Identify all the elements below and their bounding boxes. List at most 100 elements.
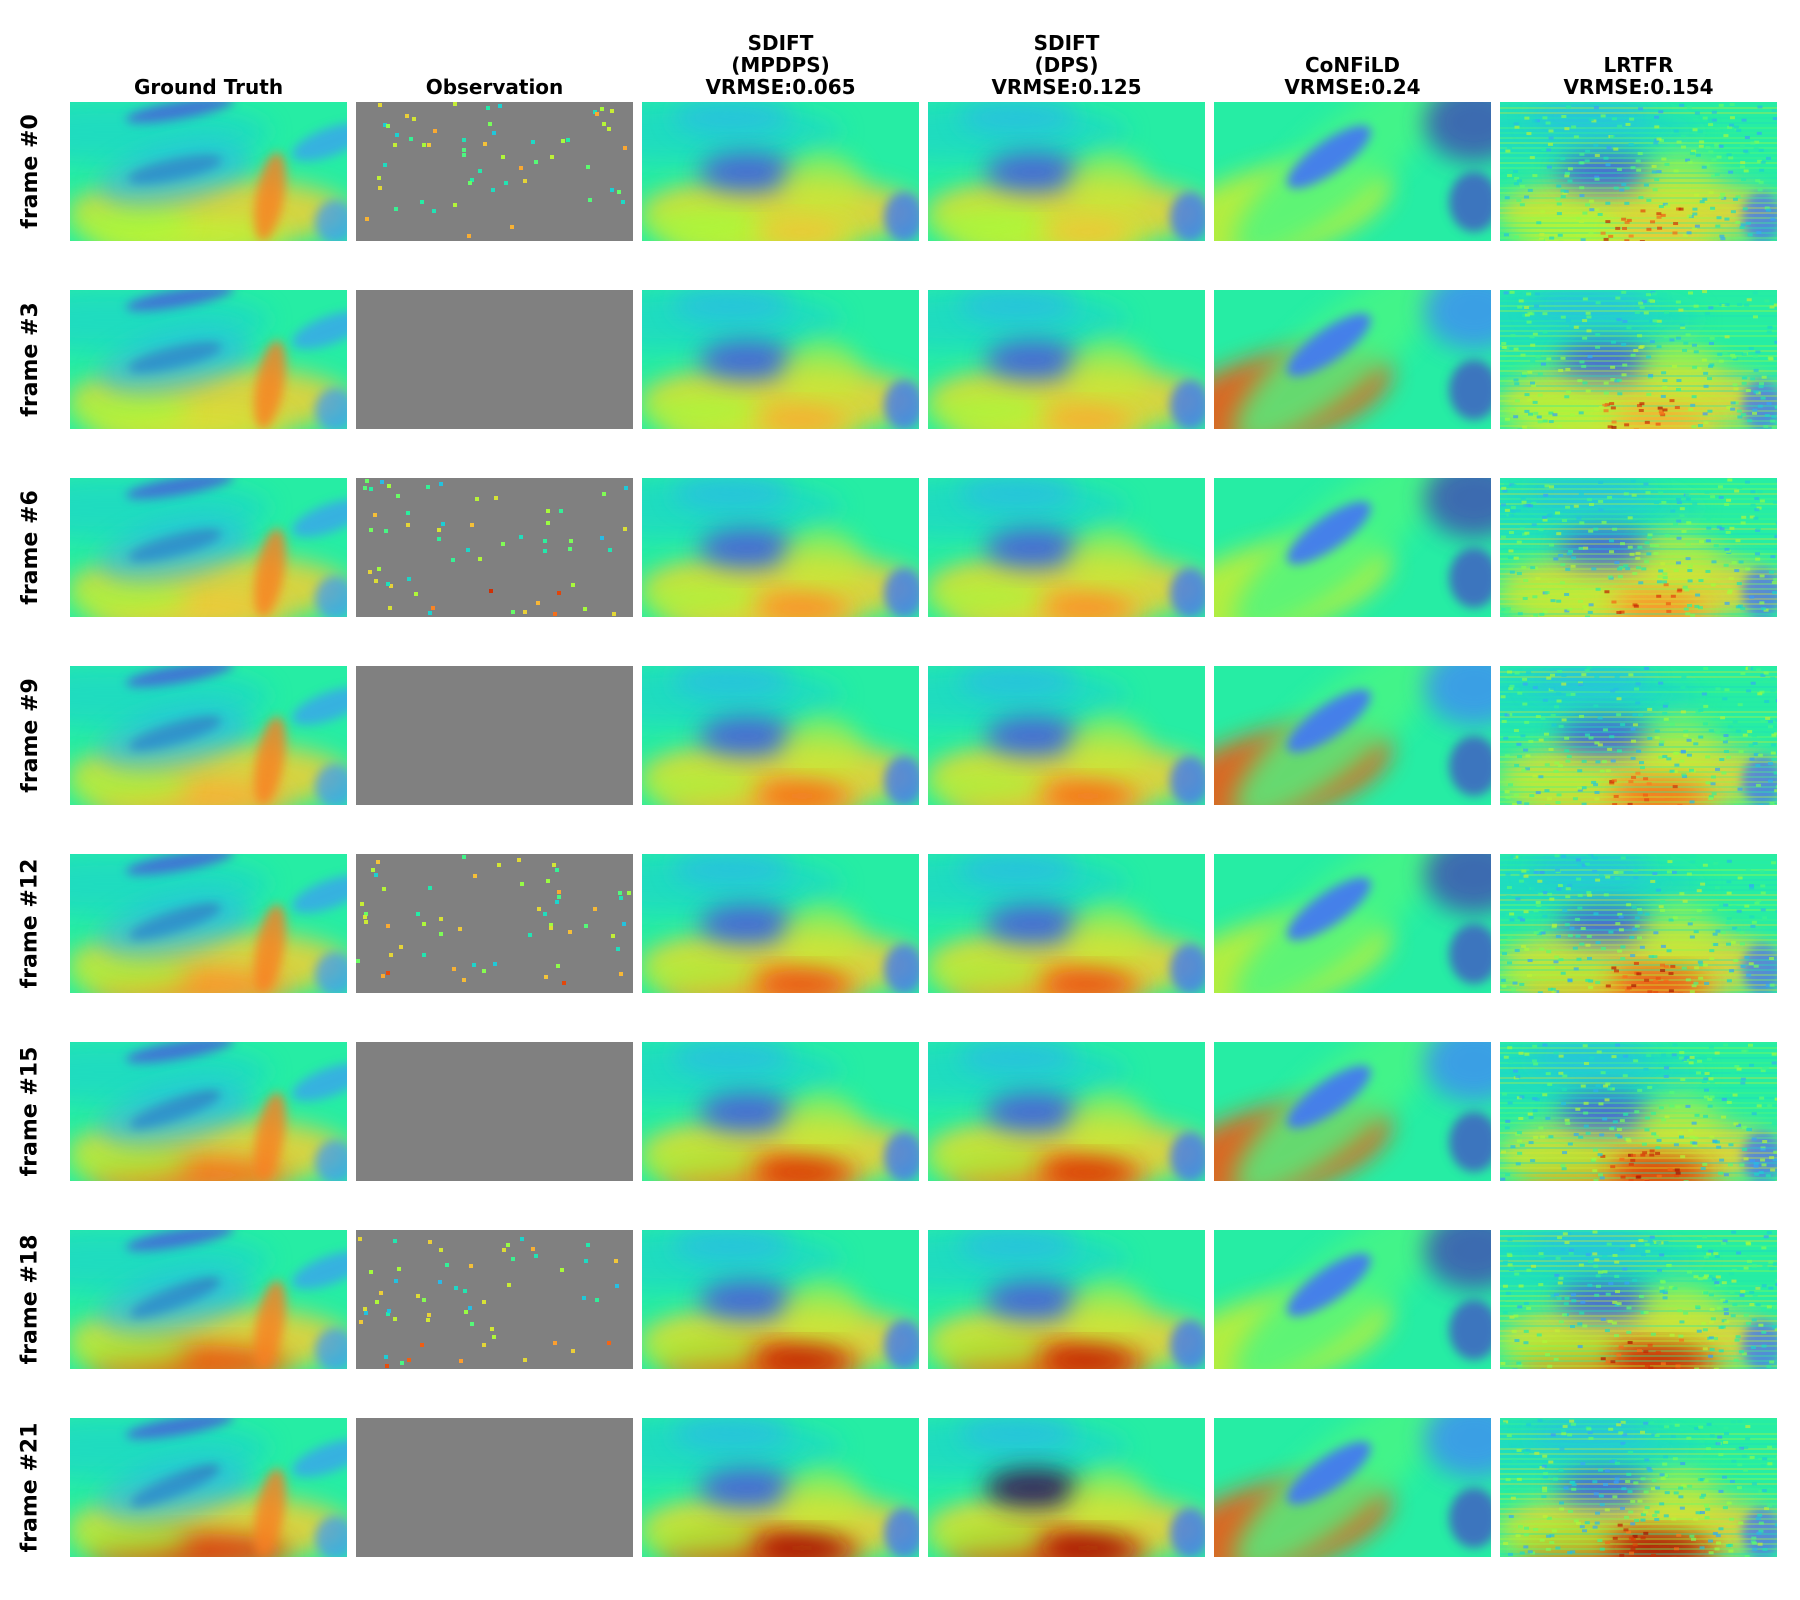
noise-streak (1500, 1538, 1777, 1540)
noise-pixel (1686, 105, 1692, 109)
noise-pixel (1726, 1100, 1732, 1104)
noise-pixel (1600, 231, 1606, 235)
field-region (1449, 1488, 1491, 1548)
noise-streak (1500, 513, 1777, 515)
field-region (782, 1280, 862, 1350)
noise-pixel (1619, 188, 1625, 192)
noise-streak (1500, 320, 1777, 322)
noise-pixel (1506, 895, 1512, 899)
noise-pixel (1723, 1173, 1729, 1177)
noise-pixel (1521, 565, 1527, 569)
noise-pixel (1515, 509, 1521, 513)
noise-pixel (1698, 579, 1704, 583)
noise-pixel (1680, 326, 1686, 330)
observed-pixel (486, 106, 490, 110)
noise-pixel (1644, 541, 1650, 545)
noise-pixel (1616, 611, 1622, 615)
observed-pixel (428, 886, 432, 890)
noise-pixel (1504, 790, 1510, 794)
noise-pixel (1755, 1286, 1761, 1290)
noise-pixel (1500, 913, 1506, 917)
noise-pixel (1543, 493, 1549, 497)
noise-pixel (1748, 346, 1754, 350)
noise-pixel (1614, 561, 1620, 565)
noise-pixel (1757, 1513, 1763, 1517)
noise-pixel (1524, 1451, 1530, 1455)
field-region (1742, 1132, 1777, 1181)
noise-pixel (1504, 417, 1510, 421)
noise-pixel (1680, 145, 1686, 149)
observed-pixel (369, 528, 373, 532)
field-region (254, 904, 286, 993)
noise-pixel (1613, 687, 1619, 691)
noise-pixel (1722, 697, 1728, 701)
field-region (315, 1328, 347, 1369)
noise-pixel (1649, 544, 1655, 548)
noise-pixel (1586, 934, 1592, 938)
noise-pixel (1592, 1480, 1598, 1484)
noise-pixel (1512, 1368, 1518, 1369)
noise-pixel (1731, 560, 1737, 564)
noise-pixel (1593, 1492, 1599, 1496)
noise-pixel (1646, 198, 1652, 202)
noise-pixel (1578, 1135, 1584, 1139)
noise-pixel (1616, 168, 1622, 172)
noise-pixel (1722, 351, 1728, 355)
noise-pixel (1528, 1141, 1534, 1145)
noise-pixel (1568, 1248, 1574, 1252)
noise-pixel (1533, 909, 1539, 913)
noise-pixel (1513, 347, 1519, 351)
noise-pixel (1541, 1464, 1547, 1468)
noise-pixel (1676, 519, 1682, 523)
noise-pixel (1744, 955, 1750, 959)
noise-pixel (1718, 1349, 1724, 1353)
panel-ground_truth-frame-18 (70, 1230, 347, 1369)
noise-pixel (1686, 231, 1692, 235)
noise-pixel (1640, 209, 1646, 213)
observed-pixel (466, 548, 470, 552)
noise-pixel (1516, 1361, 1522, 1365)
noise-pixel (1719, 527, 1725, 531)
noise-pixel (1666, 609, 1672, 613)
vortex-filament (125, 854, 235, 876)
vortex-core (699, 528, 795, 568)
noise-pixel (1602, 1117, 1608, 1121)
noise-streak (1500, 1543, 1777, 1545)
noise-streak (1500, 1167, 1777, 1169)
noise-streak (1500, 207, 1777, 209)
noise-pixel (1726, 406, 1732, 410)
noise-pixel (1718, 1489, 1724, 1493)
noise-pixel (1558, 368, 1564, 372)
noise-pixel (1604, 1328, 1610, 1332)
noise-pixel (1758, 385, 1764, 389)
noise-pixel (1755, 527, 1761, 531)
noise-pixel (1643, 311, 1649, 315)
panel-sdift_dps-frame-6 (928, 478, 1205, 617)
field-region (70, 578, 190, 617)
noise-streak (1500, 879, 1777, 881)
noise-pixel (1625, 1137, 1631, 1141)
noise-pixel (1691, 149, 1697, 153)
noise-pixel (1542, 1475, 1548, 1479)
field-region (928, 202, 1048, 241)
noise-pixel (1532, 174, 1538, 178)
observed-pixel (369, 487, 373, 491)
observed-pixel (374, 579, 378, 583)
noise-pixel (1535, 355, 1541, 359)
noise-pixel (1575, 858, 1581, 862)
noise-pixel (1697, 1059, 1703, 1063)
noise-pixel (1538, 1252, 1544, 1256)
noise-pixel (1772, 500, 1777, 504)
field-heatmap (642, 1042, 919, 1181)
noise-pixel (1644, 978, 1650, 982)
noise-pixel (1571, 1483, 1577, 1487)
vortex-core (1287, 877, 1371, 941)
noise-pixel (1769, 983, 1775, 987)
noise-pixel (1703, 1479, 1709, 1483)
noise-pixel (1759, 168, 1765, 172)
observed-pixel (364, 1311, 368, 1315)
noise-pixel (1692, 365, 1698, 369)
noise-pixel (1669, 1090, 1675, 1094)
noise-pixel (1517, 1151, 1523, 1155)
noise-pixel (1680, 134, 1686, 138)
